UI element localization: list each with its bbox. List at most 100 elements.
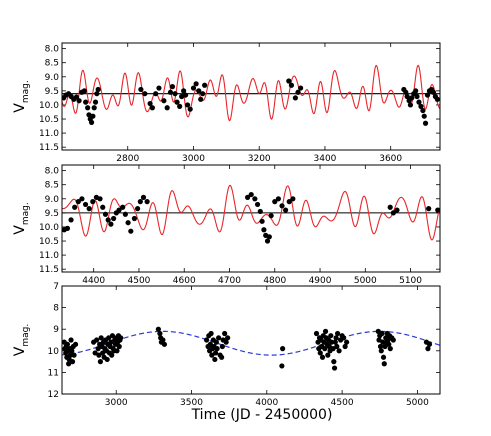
data-point <box>82 201 89 208</box>
data-point <box>202 82 208 88</box>
data-point <box>161 98 167 104</box>
data-point <box>169 84 176 90</box>
data-point <box>174 99 180 105</box>
y-tick-label: 9.5 <box>45 87 59 97</box>
data-point <box>167 89 174 95</box>
data-point <box>92 350 98 356</box>
data-point <box>181 88 187 94</box>
data-point <box>66 361 72 367</box>
y-tick-label: 8.5 <box>45 59 59 69</box>
data-point <box>97 359 103 365</box>
y-tick-label: 10.5 <box>39 115 59 125</box>
y-tick-label: 8.0 <box>45 167 60 177</box>
data-point <box>207 341 213 347</box>
data-point <box>172 91 178 97</box>
data-point <box>72 341 79 347</box>
data-point <box>378 348 384 354</box>
data-point <box>140 194 147 200</box>
data-point <box>213 350 219 356</box>
data-point <box>331 365 338 371</box>
data-point <box>86 206 92 212</box>
data-point <box>131 215 138 222</box>
data-point <box>386 341 392 347</box>
data-point <box>290 196 296 202</box>
data-point <box>272 199 278 205</box>
data-point <box>382 343 388 350</box>
data-point <box>86 112 92 118</box>
data-point <box>209 352 215 358</box>
data-point <box>330 346 336 352</box>
data-point <box>328 339 335 345</box>
data-point <box>223 339 229 345</box>
data-point <box>257 208 263 215</box>
x-axis-label: Time (JD - 2450000) <box>191 407 333 423</box>
data-point <box>380 354 387 360</box>
y-tick-label: 11.5 <box>39 143 59 153</box>
x-tick-label: 5000 <box>406 398 429 408</box>
bottom-panel: 7 8 9 10 11 12 3000 3500 4000 4500 5000 Vmag. <box>12 282 441 408</box>
data-point <box>298 85 304 91</box>
data-point <box>64 225 71 231</box>
data-point <box>160 337 166 343</box>
data-point <box>125 220 131 226</box>
x-tick-label: 4000 <box>255 398 278 408</box>
data-point <box>68 217 74 223</box>
data-point <box>434 96 440 102</box>
data-point <box>69 348 75 354</box>
data-point <box>259 218 265 224</box>
data-point <box>138 86 144 93</box>
data-point <box>430 89 437 95</box>
y-tick-label: 12 <box>48 390 59 400</box>
x-tick-label: 3600 <box>379 154 402 164</box>
data-point <box>313 330 320 337</box>
data-point <box>97 196 103 202</box>
data-point <box>100 204 106 210</box>
y-tick-label: 10.5 <box>39 237 59 247</box>
data-point <box>106 335 112 341</box>
data-point <box>416 99 422 105</box>
x-tick-label: 4800 <box>263 276 286 286</box>
data-point <box>147 100 153 107</box>
data-point <box>254 201 261 208</box>
plot-frame <box>61 42 441 151</box>
data-point <box>279 363 285 369</box>
data-point <box>88 119 95 126</box>
data-point <box>222 330 228 337</box>
x-tick-label: 2800 <box>116 154 139 164</box>
data-point <box>111 215 117 222</box>
data-point <box>426 206 432 212</box>
data-point <box>187 106 193 112</box>
data-point <box>334 343 340 350</box>
data-point <box>286 199 292 205</box>
data-point <box>283 207 289 213</box>
x-tick-label: 4500 <box>128 276 151 286</box>
data-point <box>213 339 219 345</box>
data-point <box>73 94 80 100</box>
data-point <box>156 85 162 91</box>
data-point <box>92 99 99 105</box>
data-point <box>280 346 286 352</box>
data-point <box>68 337 74 343</box>
data-point <box>98 335 104 341</box>
data-point <box>100 350 106 356</box>
data-point <box>252 196 258 202</box>
data-point <box>67 352 74 358</box>
data-point <box>326 343 332 350</box>
data-point <box>334 330 341 337</box>
data-point <box>108 221 114 227</box>
data-point <box>319 354 326 360</box>
data-point <box>71 352 77 358</box>
x-tick-label: 3500 <box>180 398 203 408</box>
data-point <box>144 199 150 205</box>
data-point <box>120 204 126 210</box>
data-point <box>216 335 222 341</box>
data-point <box>90 113 96 119</box>
data-point <box>328 333 334 339</box>
data-point <box>409 95 415 101</box>
y-tick-label: 9.0 <box>45 73 60 83</box>
data-point <box>377 343 384 350</box>
data-point <box>266 234 272 240</box>
data-point <box>380 339 386 345</box>
data-point <box>286 78 292 84</box>
data-point <box>268 213 274 219</box>
